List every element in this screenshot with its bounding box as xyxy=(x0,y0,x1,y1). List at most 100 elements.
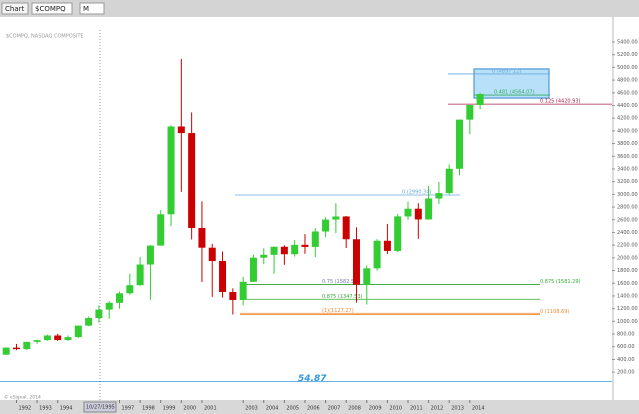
candle-body xyxy=(177,126,185,134)
candle-body xyxy=(466,104,474,120)
crosshair-label: 10/27/1995 xyxy=(86,405,115,411)
x-tick-label: 1994 xyxy=(60,406,73,412)
candle-body xyxy=(157,214,165,246)
candle-body xyxy=(352,239,360,285)
interval: M xyxy=(83,5,89,13)
candle-body xyxy=(476,94,484,105)
candle-body xyxy=(188,133,196,229)
candle-body xyxy=(383,240,391,251)
y-tick-label: 2200.00 xyxy=(617,243,638,249)
candle-body xyxy=(414,208,422,220)
candle-body xyxy=(301,244,309,247)
x-tick-label: 2014 xyxy=(472,406,485,412)
candle-body xyxy=(74,325,82,338)
y-tick-label: 800.00 xyxy=(617,332,635,338)
fib-label: 0 (2990.34) xyxy=(402,189,431,195)
candle-body xyxy=(12,347,20,350)
candle-body xyxy=(373,240,381,269)
candle-body xyxy=(2,347,10,355)
candle-body xyxy=(311,231,319,247)
y-tick-label: 3400.00 xyxy=(617,166,638,172)
y-tick-label: 1600.00 xyxy=(617,281,638,287)
fib-label: 0.75 (1582.54) xyxy=(322,279,359,285)
candle-body xyxy=(105,302,113,310)
candle-body xyxy=(85,318,93,326)
candle-body xyxy=(229,291,237,301)
candle-body xyxy=(33,340,41,342)
candle-body xyxy=(219,261,227,292)
candle-body xyxy=(146,245,154,265)
fib-label: 0.875 (1347.53) xyxy=(322,294,363,300)
y-tick-label: 3000.00 xyxy=(617,192,638,198)
candle-body xyxy=(126,285,134,294)
y-tick-label: 1800.00 xyxy=(617,268,638,274)
fib-label: 0 (4897.12) xyxy=(492,68,521,74)
x-tick-label: 1993 xyxy=(39,406,52,412)
time-axis xyxy=(0,400,639,414)
y-tick-label: 400.00 xyxy=(617,357,635,363)
candle-body xyxy=(322,219,330,232)
y-tick-label: 200.00 xyxy=(617,370,635,376)
x-tick-label: 2008 xyxy=(348,406,361,412)
window-title: Chart xyxy=(5,5,24,13)
x-tick-label: 1997 xyxy=(122,406,135,412)
x-tick-label: 2009 xyxy=(369,406,382,412)
candle-body xyxy=(425,198,433,220)
symbol-box[interactable] xyxy=(31,2,73,15)
y-tick-label: 5000.00 xyxy=(617,65,638,71)
candle-body xyxy=(394,216,402,251)
candle-body xyxy=(116,293,124,303)
fib-label: 0.481 (4564.07) xyxy=(494,90,535,96)
y-tick-label: 1000.00 xyxy=(617,319,638,325)
candle-body xyxy=(342,216,350,240)
x-tick-label: 2006 xyxy=(307,406,320,412)
fib-label: 0.875 (1581.29) xyxy=(540,279,581,285)
footer: © eSignal, 2014 xyxy=(4,394,41,401)
candle-body xyxy=(363,268,371,285)
y-tick-label: 3200.00 xyxy=(617,179,638,185)
candle-body xyxy=(435,193,443,199)
interval-box[interactable] xyxy=(79,2,105,15)
y-tick-label: 3600.00 xyxy=(617,154,638,160)
candle-body xyxy=(95,309,103,319)
fib-label: 0 (1108.69) xyxy=(540,309,569,315)
candle-body xyxy=(456,119,464,169)
candle-body xyxy=(64,337,72,341)
toolbar xyxy=(0,0,639,17)
window-tab[interactable] xyxy=(1,2,29,15)
x-tick-label: 2013 xyxy=(451,406,464,412)
y-tick-label: 2600.00 xyxy=(617,217,638,223)
x-tick-label: 2007 xyxy=(328,406,341,412)
y-tick-label: 2800.00 xyxy=(617,205,638,211)
y-tick-label: 5200.00 xyxy=(617,52,638,58)
y-tick-label: 4800.00 xyxy=(617,78,638,84)
candle-body xyxy=(249,257,257,282)
x-tick-label: 2010 xyxy=(389,406,402,412)
candle-body xyxy=(404,208,412,217)
candle-body xyxy=(280,246,288,255)
y-tick-label: 3800.00 xyxy=(617,141,638,147)
y-tick-label: 4000.00 xyxy=(617,128,638,134)
x-tick-label: 1992 xyxy=(18,406,31,412)
fib-label: (1)(1127.27) xyxy=(322,308,354,314)
x-tick-label: 2000 xyxy=(183,406,196,412)
y-tick-label: 4400.00 xyxy=(617,103,638,109)
x-tick-label: 1999 xyxy=(163,406,176,412)
y-tick-label: 4600.00 xyxy=(617,90,638,96)
symbol: $COMPQ xyxy=(35,5,66,13)
x-tick-label: 2004 xyxy=(266,406,279,412)
candle-body xyxy=(136,264,144,286)
candle-body xyxy=(291,244,299,255)
candle-body xyxy=(167,126,175,215)
candle-body xyxy=(270,246,278,255)
x-tick-label: 2005 xyxy=(286,406,299,412)
x-tick-label: 2011 xyxy=(410,406,423,412)
y-tick-label: 600.00 xyxy=(617,344,635,350)
candle-body xyxy=(198,228,206,248)
subtitle: $COMPQ, NASDAQ COMPOSITE xyxy=(6,34,84,40)
candle-body xyxy=(332,216,340,220)
y-tick-label: 2000.00 xyxy=(617,255,638,261)
candle-body xyxy=(23,341,31,350)
y-tick-label: 1200.00 xyxy=(617,306,638,312)
